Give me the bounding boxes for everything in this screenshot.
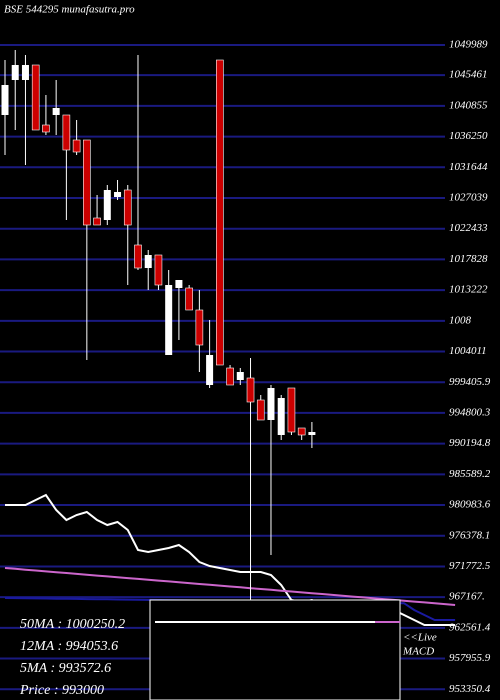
- candle-body: [114, 192, 122, 197]
- y-tick-label: 1049989: [449, 39, 488, 51]
- macd-label: MACD: [402, 646, 434, 658]
- y-tick-label: 1031644: [449, 161, 488, 173]
- candle-body: [11, 65, 19, 80]
- candle-body: [236, 372, 244, 380]
- candle-body: [206, 355, 214, 385]
- candle-body: [72, 139, 81, 153]
- y-tick-label: 999405.9: [449, 376, 491, 388]
- y-tick-label: 1040855: [449, 99, 488, 111]
- candle-body: [21, 65, 29, 80]
- y-tick-label: 1013222: [449, 284, 488, 296]
- candle-body: [83, 139, 91, 226]
- legend-text: 12MA : 994053.6: [20, 639, 118, 654]
- candle-body: [297, 427, 306, 436]
- candle-body: [123, 189, 132, 226]
- candle-body: [154, 254, 163, 286]
- candle-body: [226, 367, 234, 386]
- candle-body: [93, 217, 101, 226]
- legend-text: Price : 993000: [19, 683, 104, 698]
- candle-body: [144, 255, 152, 268]
- y-tick-label: 1022433: [449, 222, 488, 234]
- legend-text: 5MA : 993572.6: [20, 661, 111, 676]
- y-tick-label: 1027039: [449, 192, 488, 204]
- y-tick-label: 985589.2: [449, 468, 491, 480]
- candle-body: [165, 285, 173, 355]
- candle-body: [31, 64, 40, 131]
- y-tick-label: 990194.8: [449, 437, 491, 449]
- y-tick-label: 1008: [449, 314, 472, 326]
- y-tick-label: 962561.4: [449, 621, 491, 633]
- y-tick-label: 1004011: [449, 345, 487, 357]
- candle-body: [52, 108, 60, 115]
- candle-body: [287, 387, 296, 433]
- candle-body: [62, 114, 71, 151]
- y-tick-label: 994800.3: [449, 406, 491, 418]
- candle-body: [175, 280, 183, 288]
- candle-body: [195, 309, 204, 346]
- candle-body: [1, 85, 9, 115]
- macd-box: [149, 599, 401, 700]
- y-tick-label: 1036250: [449, 130, 488, 142]
- candle-body: [216, 59, 224, 366]
- y-tick-label: 971772.5: [449, 560, 491, 572]
- y-tick-label: 957955.9: [449, 652, 491, 664]
- y-tick-label: 976378.1: [449, 529, 490, 541]
- y-tick-label: 1045461: [449, 69, 488, 81]
- candle-body: [267, 388, 275, 420]
- candle-body: [42, 124, 50, 133]
- ma-line: [4, 567, 456, 606]
- y-tick-label: 980983.6: [449, 499, 491, 511]
- candle-body: [246, 377, 255, 403]
- legend-text: 50MA : 1000250.2: [20, 617, 125, 632]
- candle-body: [308, 432, 316, 435]
- y-tick-label: 967167.: [449, 591, 485, 603]
- live-label: <<Live: [403, 632, 437, 644]
- candle-body: [256, 399, 265, 421]
- candle-body: [134, 244, 142, 269]
- y-tick-label: 953350.4: [449, 683, 491, 695]
- candle-body: [185, 287, 193, 311]
- y-tick-label: 1017828: [449, 253, 488, 265]
- candle-body: [277, 398, 285, 435]
- candle-body: [103, 190, 111, 220]
- chart-title: BSE 544295 munafasutra.pro: [4, 4, 135, 16]
